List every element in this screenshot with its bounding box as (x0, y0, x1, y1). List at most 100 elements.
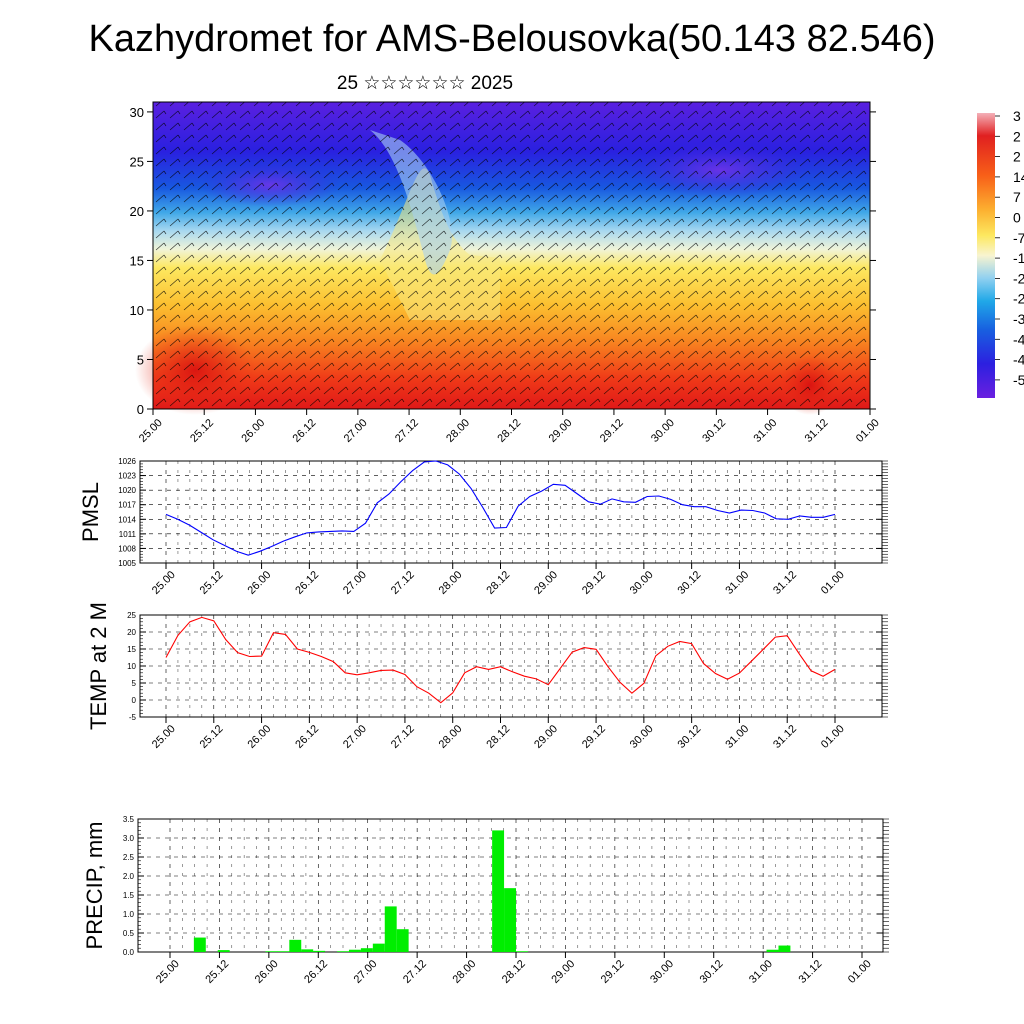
y-tick-label: 2.5 (123, 853, 135, 862)
x-tick-label: 01.00 (819, 723, 847, 751)
y-axis-title: TEMP at 2 M (86, 602, 111, 730)
x-tick-label: 28.00 (437, 569, 465, 597)
precip-bar (217, 950, 230, 952)
x-tick-label: 28.12 (500, 958, 528, 986)
y-tick-label: 0 (137, 402, 144, 417)
y-tick-label: 5 (137, 352, 144, 367)
y-tick-label: 3.0 (123, 834, 135, 843)
x-tick-label: 27.00 (342, 417, 370, 445)
x-tick-label: 26.12 (293, 723, 321, 751)
x-tick-label: 29.12 (598, 417, 626, 445)
colorbar-label: -4 (1013, 352, 1024, 368)
y-tick-label: 10 (130, 303, 144, 318)
x-tick-label: 01.00 (819, 569, 847, 597)
colorbar-label: 2 (1013, 149, 1021, 165)
x-tick-label: 31.00 (747, 958, 775, 986)
x-tick-label: 28.00 (444, 417, 472, 445)
x-tick-label: 29.12 (580, 723, 608, 751)
wind-barbs (153, 102, 870, 409)
y-tick-label: 1.0 (123, 910, 135, 919)
x-tick-label: 26.12 (291, 417, 319, 445)
x-tick-label: 29.00 (549, 958, 577, 986)
temp-panel: -5 0 5 10 15 20 25 25.00 25.12 26.00 26.12 27.00 27.… (86, 602, 888, 751)
precip-bar (277, 951, 290, 952)
pmsl-panel: 1005 1008 1011 1014 1017 1020 1023 1026 25.00 25.… (78, 457, 888, 597)
y-tick-label: 15 (127, 645, 136, 654)
precip-bar (372, 943, 385, 952)
y-tick-label: 1017 (118, 501, 136, 510)
y-tick-label: 1014 (118, 515, 136, 524)
y-tick-label: 25 (127, 611, 136, 620)
y-tick-label: 10 (127, 662, 136, 671)
x-tick-label: 30.00 (649, 417, 677, 445)
y-axis-title: PMSL (78, 482, 103, 542)
x-tick-label: 27.00 (341, 723, 369, 751)
cross-section-panel: 0 5 10 15 20 25 30 25.00 25.12 26.00 26.12 27.00 27… (130, 101, 882, 445)
x-tick-label: 26.12 (293, 569, 321, 597)
x-tick-label: 30.12 (676, 569, 704, 597)
y-tick-label: -5 (129, 713, 137, 722)
x-tick-label: 25.12 (198, 723, 226, 751)
y-tick-label: 3.5 (123, 815, 135, 824)
x-tick-label: 28.12 (495, 417, 523, 445)
precip-bar (193, 937, 206, 952)
x-tick-label: 31.12 (803, 417, 831, 445)
y-tick-label: 1005 (118, 559, 136, 568)
colorbar: 3 2 2 14 7 0 -7 -1 -2 -2 -3 -4 -4 -5 (977, 108, 1024, 398)
x-tick-label: 30.12 (676, 723, 704, 751)
x-tick-label: 25.00 (150, 569, 178, 597)
colorbar-label: 2 (1013, 128, 1021, 144)
colorbar-label: -7 (1013, 230, 1024, 246)
y-tick-label: 25 (130, 154, 144, 169)
x-tick-label: 29.12 (580, 569, 608, 597)
y-tick-label: 1008 (118, 544, 136, 553)
x-tick-label: 26.00 (245, 723, 273, 751)
x-tick-label: 30.00 (628, 569, 656, 597)
colorbar-label: 14 (1013, 169, 1024, 185)
precip-bar (301, 949, 314, 952)
precip-bar (492, 830, 505, 952)
precip-bar (766, 949, 779, 952)
y-tick-label: 1.5 (123, 891, 135, 900)
colorbar-ramp (977, 113, 995, 398)
precip-bar (348, 949, 361, 952)
precip-bar (384, 906, 397, 952)
x-tick-label: 31.12 (771, 723, 799, 751)
x-tick-label: 01.00 (854, 417, 882, 445)
cross-section-y-axis: 0 5 10 15 20 25 30 (130, 105, 876, 417)
x-tick-label: 01.00 (846, 958, 874, 986)
x-tick-label: 28.12 (484, 569, 512, 597)
x-tick-label: 27.12 (389, 569, 417, 597)
x-tick-label: 29.12 (599, 958, 627, 986)
x-tick-label: 29.00 (532, 723, 560, 751)
y-tick-label: 1011 (119, 530, 137, 539)
precip-bar (504, 888, 516, 952)
precip-panel: 0.0 0.5 1.0 1.5 2.0 2.5 3.0 3.5 25.00 25.12 26.00 2… (82, 815, 889, 986)
precip-bar (265, 951, 278, 952)
y-tick-label: 15 (130, 253, 144, 268)
x-tick-label: 29.00 (547, 417, 575, 445)
precip-bar (289, 939, 302, 952)
x-tick-label: 27.12 (401, 958, 429, 986)
series-line (165, 460, 836, 556)
colorbar-label: -4 (1013, 331, 1024, 347)
precip-bar (396, 929, 409, 952)
x-tick-label: 28.12 (484, 723, 512, 751)
x-tick-label: 25.00 (154, 958, 182, 986)
x-tick-label: 30.00 (648, 958, 676, 986)
chart-subtitle: 25 ☆☆☆☆☆☆ 2025 (336, 73, 514, 94)
precip-bar (337, 951, 349, 952)
x-tick-label: 25.00 (150, 723, 178, 751)
y-axis-title: PRECIP, mm (82, 822, 107, 950)
y-tick-label: 2.0 (123, 872, 135, 881)
colorbar-label: 3 (1013, 108, 1021, 124)
x-tick-label: 26.00 (245, 569, 273, 597)
x-tick-label: 31.00 (723, 569, 751, 597)
x-tick-label: 28.00 (450, 958, 478, 986)
x-tick-label: 28.00 (437, 723, 465, 751)
y-tick-label: 1026 (118, 457, 136, 466)
x-tick-label: 31.12 (796, 958, 824, 986)
x-tick-label: 30.12 (698, 958, 726, 986)
y-tick-label: 20 (127, 628, 136, 637)
colorbar-label: -1 (1013, 250, 1024, 266)
